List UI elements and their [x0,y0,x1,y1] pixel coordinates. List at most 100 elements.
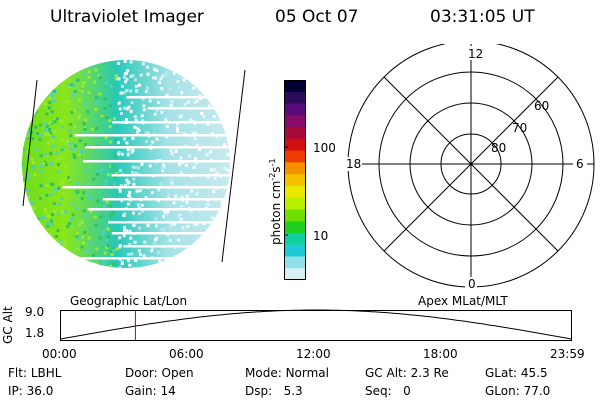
uv-pixel [46,255,50,258]
glat-info: GLat: 45.5 [485,366,548,380]
uv-pixel [73,125,77,128]
uv-pixel [232,123,235,126]
uv-pixel [206,248,210,251]
uv-pixel [37,72,41,76]
uv-pixel [53,100,57,103]
colorbar-segment [284,80,306,93]
uv-pixel [100,114,104,118]
uv-pixel [186,267,190,268]
uv-pixel [56,229,60,233]
uv-pixel [48,121,52,125]
uv-pixel [117,271,120,274]
uv-pixel [233,200,236,203]
uv-pixel [195,192,199,196]
uv-pixel [118,236,122,240]
uv-pixel [140,119,144,123]
x-tick-2359: 23:59 [550,347,585,361]
uv-pixel [138,212,141,216]
uv-pixel [207,104,211,108]
uv-pixel [97,74,101,78]
uv-pixel [26,195,30,199]
uv-pixel [168,86,172,90]
uv-pixel [210,168,214,172]
uv-pixel [193,137,197,141]
uv-pixel [170,100,174,104]
uv-pixel [54,61,58,65]
uv-pixel [202,64,206,68]
uv-pixel [228,241,230,245]
uv-pixel [192,70,196,74]
uv-pixel [124,118,128,122]
uv-pixel [108,204,112,208]
uv-pixel [182,72,186,76]
uv-pixel [50,110,54,114]
uv-pixel [98,236,102,240]
uv-pixel [96,172,99,176]
uv-pixel [61,210,65,214]
uv-pixel [39,133,43,137]
uv-scan-gap [111,174,230,177]
uv-pixel [132,211,135,215]
uv-pixel [104,136,108,140]
uv-pixel [33,173,37,177]
uv-pixel [202,115,206,119]
uv-pixel [181,226,185,230]
uv-pixel [162,165,166,169]
uv-pixel [118,189,122,193]
uv-pixel [178,130,182,134]
uv-pixel [98,76,102,80]
uv-pixel [32,67,36,71]
uv-pixel [60,125,64,129]
limb-line-right [221,69,246,263]
uv-pixel [69,83,73,87]
uv-pixel [36,217,40,221]
glon-info: GLon: 77.0 [485,384,551,398]
uv-pixel [47,128,51,131]
uv-pixel [123,60,127,63]
uv-pixel [157,188,161,192]
uv-pixel [76,66,80,69]
uv-pixel [136,166,140,170]
uv-pixel [69,62,73,66]
uv-pixel [133,165,137,169]
uv-pixel [130,252,134,256]
uv-pixel [30,201,34,205]
uv-pixel [228,257,230,261]
uv-pixel [155,109,159,112]
uv-pixel [135,189,139,193]
colorbar-segment [284,115,306,128]
uv-pixel [83,231,86,234]
uv-pixel [48,96,52,100]
uv-pixel [207,176,210,179]
uv-pixel [87,91,91,95]
uv-pixel [47,70,51,74]
uv-pixel [159,77,163,81]
uv-pixel [205,76,209,80]
uv-pixel [96,199,100,203]
uv-pixel [229,203,230,207]
uv-pixel [142,254,146,258]
uv-pixel [56,117,59,121]
uv-pixel [72,93,76,97]
uv-pixel [58,244,62,248]
uv-pixel [215,135,219,139]
uv-pixel [134,259,138,263]
uv-pixel [168,238,172,242]
uv-pixel [56,64,60,68]
uv-pixel [186,100,190,104]
uv-pixel [82,241,86,245]
uv-pixel [77,236,81,240]
uv-pixel [120,152,124,156]
uv-pixel [73,90,77,93]
uv-pixel [183,183,187,187]
uv-pixel [81,261,85,265]
date-label: 05 Oct 07 [275,7,359,27]
uv-pixel [110,165,114,169]
uv-pixel [227,229,230,233]
uv-pixel [78,262,82,266]
uv-pixel [162,228,166,232]
uv-pixel [57,163,60,167]
uv-pixel [110,253,114,256]
uv-pixel [171,102,174,106]
uv-pixel [30,84,33,88]
